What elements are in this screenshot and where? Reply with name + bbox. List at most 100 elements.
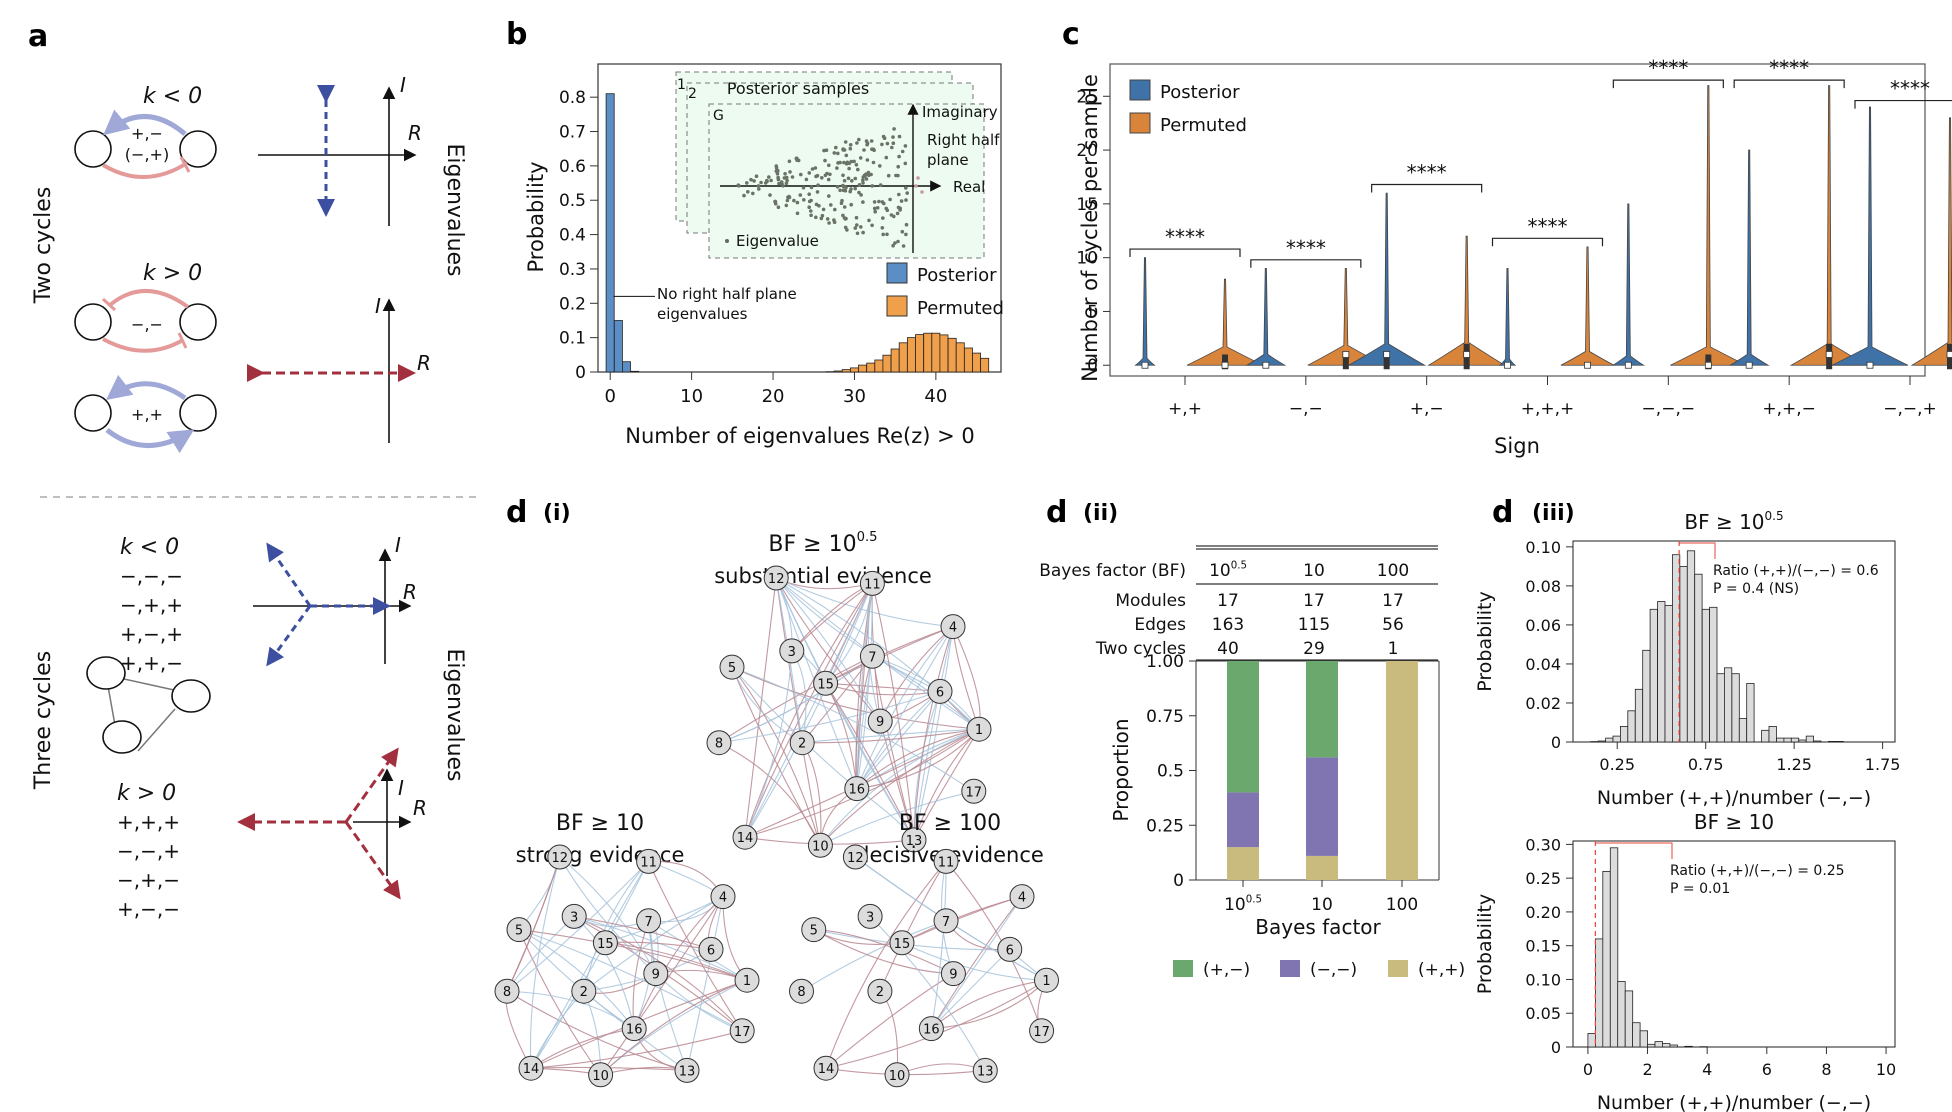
eigenvalue-point — [881, 216, 885, 220]
axis-i-label: I — [400, 73, 406, 97]
network-edge — [856, 691, 941, 789]
eigenvalue-point — [820, 213, 825, 218]
eigenvalue-point — [872, 200, 877, 204]
eigenvalue-point — [842, 205, 847, 209]
histogram-bar — [1627, 710, 1636, 743]
network-edge — [856, 626, 954, 789]
eigenvalue-point — [904, 222, 909, 227]
network-edge — [913, 728, 980, 841]
network-edge — [518, 929, 602, 1076]
histogram-bar-permuted — [923, 332, 933, 373]
panel-c-letter: c — [1062, 17, 1080, 52]
sign-combination: −,−,+ — [117, 839, 180, 863]
network-node-label: 9 — [949, 968, 957, 983]
eigenvalue-point — [841, 188, 846, 193]
histogram-bar — [1620, 726, 1629, 743]
significance-label: **** — [1286, 236, 1326, 260]
y-tick-label: 0.06 — [1525, 616, 1561, 635]
k-pos-label: k > 0 — [143, 261, 202, 286]
table-cell: 115 — [1298, 615, 1330, 635]
network-node — [933, 848, 959, 874]
eigenvalue-point — [765, 178, 769, 183]
eigenvalue-point — [816, 183, 820, 187]
plot-frame — [1572, 840, 1896, 1048]
annotation-p-value: P = 0.4 (NS) — [1713, 581, 1799, 597]
k-pos-sign-list: +,+,+ −,−,+ −,+,− +,−,− — [117, 810, 180, 921]
eigenvalue-point — [861, 200, 865, 204]
sign-combination: −,+,+ — [120, 593, 183, 617]
significance-label: **** — [1528, 214, 1568, 238]
network-node — [571, 978, 597, 1004]
rhp-eigenvalue-point — [916, 176, 920, 180]
axis-i-label: I — [398, 776, 404, 800]
node-circle — [179, 303, 217, 341]
eigenvalue-point — [819, 216, 824, 221]
significance-label: **** — [1648, 56, 1688, 80]
eigenvalue-point — [777, 181, 781, 186]
y-tick-label: 0.02 — [1525, 694, 1561, 713]
violin-posterior — [1498, 268, 1517, 366]
y-axis-label: Proportion — [1109, 718, 1133, 821]
network-node — [961, 778, 987, 804]
violin-posterior — [1831, 106, 1909, 366]
network-node-label: 7 — [942, 915, 950, 930]
eigenvalue-point — [861, 181, 865, 185]
eigenvalue-point — [815, 190, 820, 194]
eigenvalue-point — [827, 194, 831, 198]
panel-d-ii: d (ii) Bayes factor (BF) 100.5 10 100Module… — [1039, 495, 1465, 980]
histogram-title: BF ≥ 10 — [1694, 810, 1774, 834]
histogram-bar — [1587, 1033, 1596, 1048]
axis-r-label: R — [408, 121, 422, 145]
eigenvalue-legend-label: Eigenvalue — [736, 232, 819, 250]
network-edge — [825, 683, 858, 789]
network-node-label: 16 — [923, 1023, 940, 1038]
network-node — [698, 936, 724, 962]
network-node-label: 6 — [707, 943, 715, 958]
violin-iqr-box — [1342, 354, 1349, 370]
inhibition-bar — [101, 297, 117, 312]
node-circle — [102, 720, 142, 754]
network-edge — [896, 1063, 986, 1076]
axis-r-label: R — [413, 796, 427, 820]
x-tick-label: 10 — [1311, 895, 1333, 915]
network-edge — [775, 577, 881, 722]
eigenvalue-point — [904, 232, 908, 237]
eigenvalue-point — [824, 148, 829, 152]
x-tick-label: 4 — [1702, 1060, 1712, 1079]
network-node-label: 16 — [849, 783, 866, 798]
network-node — [547, 844, 573, 870]
violin-permuted — [1789, 85, 1869, 366]
histogram-bar — [1828, 741, 1837, 743]
network-node — [884, 1062, 910, 1088]
sample-label-2: 2 — [688, 86, 697, 102]
violin-median — [1141, 361, 1149, 369]
eigenvalue-point — [877, 199, 881, 204]
network-edge — [930, 896, 1023, 1029]
network-edge — [930, 979, 1047, 1030]
stacked-segment — [1227, 847, 1259, 880]
histogram-bar — [1612, 735, 1621, 743]
network-node-label: 2 — [798, 737, 806, 752]
network-edge — [605, 942, 748, 981]
network-edge — [825, 626, 954, 684]
network-edge — [856, 728, 980, 790]
eigenvalue-point — [859, 193, 863, 197]
network-node-label: 11 — [864, 577, 881, 592]
histogram-bar — [1597, 740, 1606, 743]
eigenvalue-point — [742, 193, 746, 198]
violin-posterior — [1245, 268, 1287, 366]
chart-d-ii: 0 0.25 0.5 0.75 1.00 Proportion Bayes factor10… — [1109, 652, 1465, 980]
eigenvalue-point — [853, 186, 857, 191]
network-title: BF ≥ 100.5 — [768, 530, 877, 557]
eigenvalue-point — [833, 207, 837, 212]
histogram-bar-permuted — [850, 367, 859, 373]
histogram-bar — [1624, 990, 1634, 1048]
histogram-bar — [1776, 737, 1785, 743]
eigenvalue-point — [870, 223, 874, 228]
eigenvalue-point — [843, 140, 848, 144]
x-tick-label: 10 — [1876, 1060, 1896, 1079]
histogram-bar — [1605, 737, 1614, 743]
histogram-bar — [1647, 1043, 1656, 1048]
